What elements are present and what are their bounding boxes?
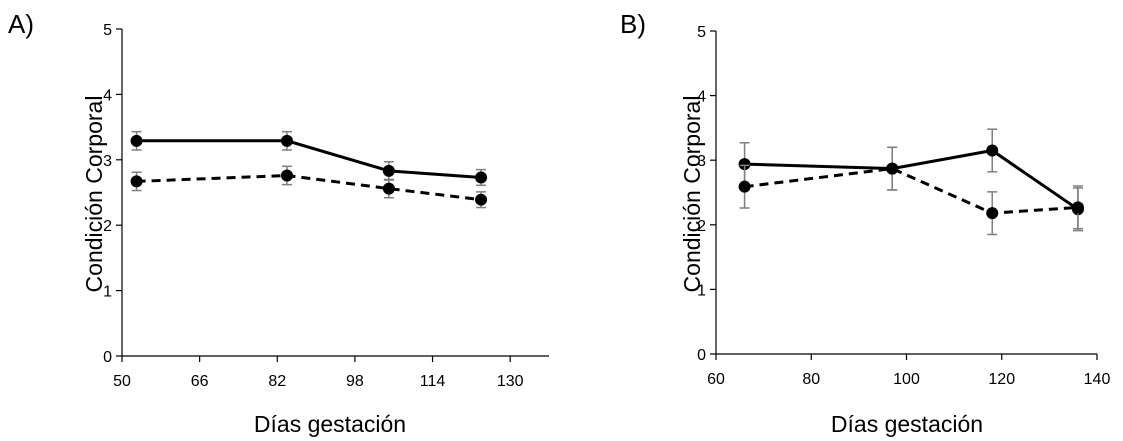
chart-a-x-tick-label: 114	[420, 373, 446, 390]
chart-a-svg: A) Condición Corporal Días gestación 0 1 2…	[8, 9, 549, 437]
chart-b-series-1-point	[986, 144, 999, 157]
chart-a-y-tick-label: 0	[103, 349, 112, 366]
chart-a-series-2-point	[475, 193, 488, 206]
chart-a-y-tick-label: 2	[103, 218, 112, 235]
chart-b-svg: B) Condición Corporal Días gestación 012…	[620, 9, 1110, 437]
chart-b-y-tick-label: 5	[697, 24, 706, 41]
chart-b-series-2-point	[986, 207, 999, 220]
chart-a-series-1-point	[130, 134, 143, 147]
chart-a-x-tick-label: 66	[191, 373, 209, 390]
chart-a-series-1-point	[280, 134, 293, 147]
chart-a-series-2-line	[136, 173, 482, 202]
panel-b-label: B)	[620, 9, 646, 39]
chart-a-series-2-point	[382, 182, 395, 195]
chart-b-series-1-point	[738, 158, 751, 171]
chart-b-series-2-point	[1071, 201, 1084, 214]
chart-a-y-tick-label: 3	[103, 153, 112, 170]
chart-b-x-axis-title: Días gestación	[831, 411, 983, 437]
chart-b-series-2-point	[886, 162, 899, 175]
chart-a-series-1-point	[475, 171, 488, 184]
chart-a-series-2-point	[130, 175, 143, 188]
chart-b-y-tick-label: 1	[697, 282, 706, 299]
chart-a-series-1-point	[382, 164, 395, 177]
chart-b-x-tick-label: 60	[707, 371, 725, 388]
chart-b-y-tick-label: 2	[697, 218, 706, 235]
chart-a-x-tick-label: 98	[346, 373, 364, 390]
panel-a-label: A)	[8, 9, 34, 39]
chart-a-x-tick-label: 130	[497, 373, 524, 390]
chart-b-series-2-point	[738, 180, 751, 193]
chart-b-y-tick-label: 0	[697, 347, 706, 364]
chart-b-x-tick-label: 140	[1084, 371, 1111, 388]
chart-a-plot: 0 1 2 3 4 5 50 66 82 98 114 130	[103, 22, 549, 390]
chart-a-y-tick-label: 1	[103, 284, 112, 301]
chart-a-series-2-point	[280, 169, 293, 182]
chart-b-x-tick-label: 80	[802, 371, 820, 388]
chart-a-series-1-line	[136, 139, 482, 179]
chart-a-y-tick-label: 5	[103, 22, 112, 39]
chart-b-x-tick-label: 120	[988, 371, 1015, 388]
chart-a-x-axis-title: Días gestación	[254, 411, 406, 437]
chart-panel-a: A) Condición Corporal Días gestación 0 1 2…	[0, 0, 560, 441]
chart-a-y-axis-title: Condición Corporal	[81, 96, 107, 293]
chart-b-series-2-line	[744, 167, 1079, 215]
chart-b-y-tick-label: 3	[697, 153, 706, 170]
chart-a-x-tick-label: 82	[268, 373, 286, 390]
chart-b-y-axis-title: Condición Corporal	[679, 96, 705, 293]
chart-b-x-tick-label: 100	[893, 371, 920, 388]
chart-a-y-tick-label: 4	[103, 87, 112, 104]
chart-b-plot: 0 1 2 3 4 5 60 80 100 120 140	[697, 24, 1110, 388]
chart-b-y-tick-label: 4	[697, 89, 706, 106]
chart-a-x-tick-label: 50	[113, 373, 131, 390]
chart-b-series-1-line	[744, 148, 1079, 211]
